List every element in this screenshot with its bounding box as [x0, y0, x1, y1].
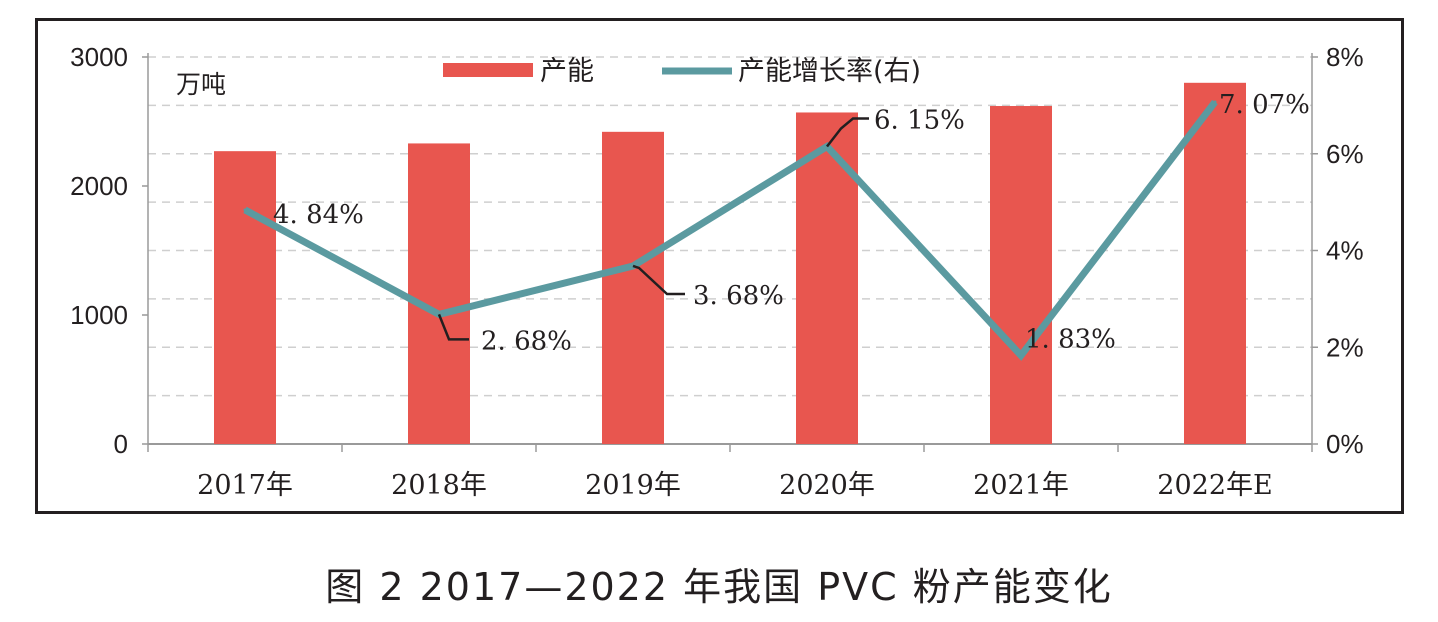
right-axis-tick-label: 6% [1326, 139, 1364, 169]
data-label-leader [632, 264, 685, 296]
growth-point [1019, 353, 1023, 357]
right-axis-tick-label: 0% [1326, 429, 1364, 459]
bar [214, 151, 276, 445]
right-axis-tick-label: 2% [1326, 332, 1364, 362]
legend-bar-label: 产能 [540, 56, 594, 87]
legend-bar-swatch [443, 63, 533, 77]
legend-line-label: 产能增长率(右) [738, 56, 921, 87]
growth-point [243, 208, 247, 212]
data-label: 1. 83% [1025, 324, 1116, 354]
left-axis-tick-label: 3000 [70, 42, 128, 72]
bar [990, 106, 1052, 445]
left-axis-unit: 万吨 [176, 70, 226, 99]
data-label-leader [826, 117, 869, 148]
left-axis-tick-label: 1000 [70, 300, 128, 330]
left-axis-tick-label: 0 [114, 429, 128, 459]
x-axis-tick-label: 2019年 [585, 470, 681, 501]
data-label: 2. 68% [481, 326, 572, 356]
data-label-leader [437, 313, 469, 341]
chart: 0 1000 2000 3000 万吨 0% 2% 4% 6% 8% 2017年 2018年 2019年… [70, 42, 1364, 501]
data-label: 4. 84% [273, 200, 364, 230]
x-axis-tick-label: 2018年 [391, 470, 487, 501]
right-axis-tick-label: 8% [1326, 42, 1364, 72]
x-axis-tick-label: 2021年 [973, 470, 1069, 501]
data-label: 6. 15% [874, 105, 965, 135]
x-axis-tick-label: 2022年E [1157, 470, 1272, 501]
data-label: 7. 07% [1219, 90, 1310, 120]
growth-point [1213, 100, 1217, 104]
bar [1184, 82, 1246, 445]
figure-caption: 图 2 2017—2022 年我国 PVC 粉产能变化 [325, 565, 1113, 609]
growth-line [243, 99, 1218, 361]
chart-frame: 0 1000 2000 3000 万吨 0% 2% 4% 6% 8% 2017年 2018年 2019年… [35, 18, 1404, 514]
data-label: 3. 68% [693, 281, 784, 311]
bar [602, 131, 664, 444]
left-axis-tick-label: 2000 [70, 171, 128, 201]
x-axis-tick-label: 2017年 [197, 470, 293, 501]
bar [408, 143, 470, 444]
x-axis-tick-label: 2020年 [779, 470, 875, 501]
right-axis-tick-label: 4% [1326, 236, 1364, 266]
